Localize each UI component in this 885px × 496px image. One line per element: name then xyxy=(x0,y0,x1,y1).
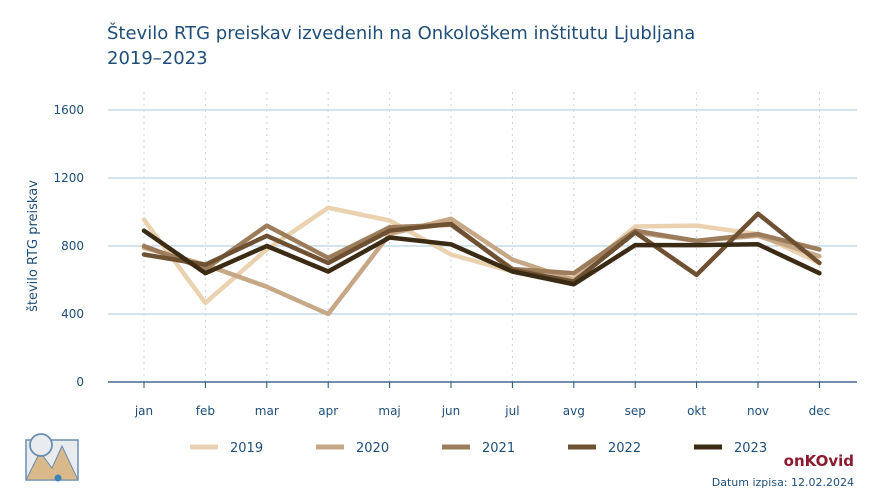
legend-label-2020: 2020 xyxy=(356,441,389,456)
x-tick-label: dec xyxy=(809,404,831,418)
y-tick-label: 400 xyxy=(61,307,84,321)
legend-label-2021: 2021 xyxy=(482,441,515,456)
brand-name: onKOvid xyxy=(784,452,854,470)
x-tick-label: avg xyxy=(563,404,585,418)
x-tick-label: feb xyxy=(196,404,215,418)
x-tick-label: sep xyxy=(625,404,646,418)
series-line-2023 xyxy=(141,228,822,287)
chart-subtitle: 2019–2023 xyxy=(107,48,208,69)
x-tick-label: jul xyxy=(504,404,519,418)
x-tick-label: mar xyxy=(255,404,279,418)
series-lines xyxy=(141,205,822,317)
x-tick-label: okt xyxy=(687,404,706,418)
chart-title: Število RTG preiskav izvedenih na Onkolo… xyxy=(107,22,695,44)
x-tick-label: apr xyxy=(318,404,338,418)
x-axis-ticks: jan feb mar apr maj jun jul avg sep okt nov dec xyxy=(134,382,830,418)
y-tick-label: 1200 xyxy=(53,171,84,185)
legend-label-2023: 2023 xyxy=(734,441,767,456)
mountain-image-icon xyxy=(25,433,79,482)
x-tick-label: nov xyxy=(747,404,769,418)
y-axis-label: število RTG preiskav xyxy=(26,180,41,312)
y-tick-label: 1600 xyxy=(53,103,84,117)
gridlines xyxy=(108,92,857,382)
legend: 2019 2020 2021 2022 2023 xyxy=(190,441,767,456)
series-line-2019 xyxy=(141,205,822,306)
y-tick-label: 800 xyxy=(61,239,84,253)
y-tick-label: 0 xyxy=(76,375,84,389)
y-axis-ticks: 0 400 800 1200 1600 xyxy=(53,103,84,389)
x-tick-label: jan xyxy=(134,404,153,418)
x-tick-label: jun xyxy=(441,404,461,418)
x-tick-label: maj xyxy=(378,404,400,418)
print-date: Datum izpisa: 12.02.2024 xyxy=(712,476,854,489)
series-line-2022 xyxy=(141,211,822,284)
legend-label-2019: 2019 xyxy=(230,441,263,456)
legend-label-2022: 2022 xyxy=(608,441,641,456)
